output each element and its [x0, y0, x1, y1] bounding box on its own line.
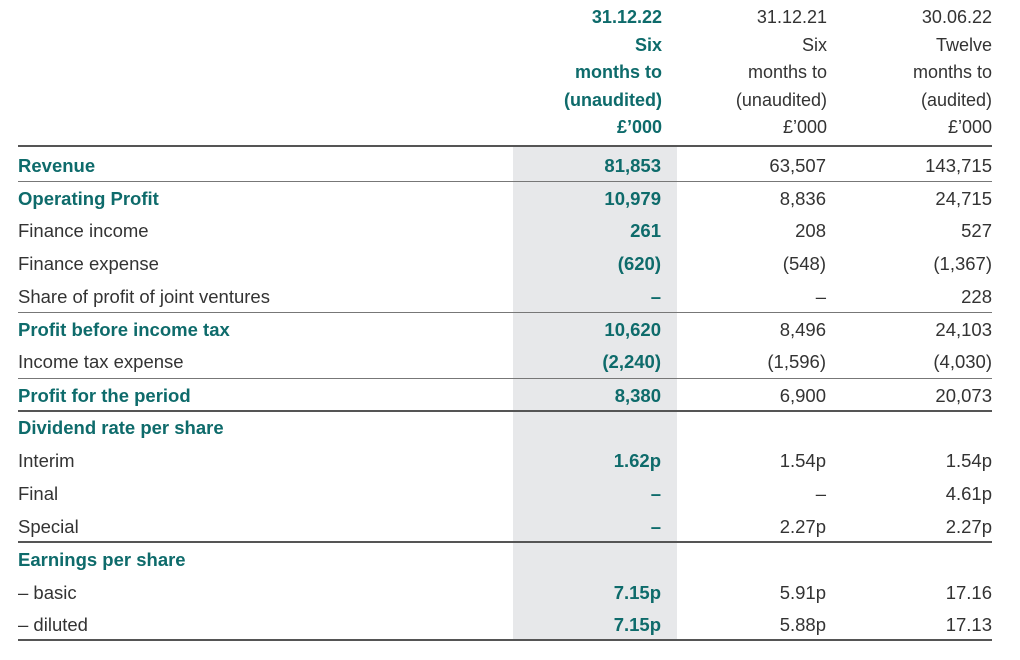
table-row: Income tax expense (2,240) (1,596) (4,03…: [18, 345, 992, 378]
column-unit: £’000: [782, 117, 827, 137]
value-current: 7.15p: [613, 582, 661, 603]
table-row: Profit for the period 8,380 6,900 20,073: [18, 379, 992, 412]
table-row: Finance expense (620) (548) (1,367): [18, 247, 992, 280]
header-rule: [18, 145, 992, 147]
column-date: 31.12.21: [756, 7, 827, 27]
value-prior: 8,836: [779, 188, 826, 209]
value-prior: (548): [782, 253, 826, 274]
value-prior: 1.54p: [779, 450, 826, 471]
row-label: Special: [18, 516, 79, 537]
value-full-year: 24,715: [935, 188, 992, 209]
row-label: Profit for the period: [18, 385, 191, 406]
value-full-year: 17.16: [945, 582, 992, 603]
column-period-suffix: months to: [575, 62, 662, 82]
column-period-suffix: months to: [747, 62, 827, 82]
value-prior: 8,496: [779, 319, 826, 340]
table-row: Finance income 261 208 527: [18, 214, 992, 247]
table-row: Share of profit of joint ventures – – 22…: [18, 280, 992, 313]
table-row: Interim 1.62p 1.54p 1.54p: [18, 444, 992, 477]
table-row: Final – – 4.61p: [18, 477, 992, 510]
value-current: –: [650, 516, 661, 537]
column-header-full-year: 30.06.22 Twelve months to (audited) £’00…: [832, 0, 992, 142]
value-prior: 208: [795, 220, 826, 241]
column-header-current-period: 31.12.22 Six months to (unaudited) £’000: [502, 0, 662, 142]
value-full-year: 527: [961, 220, 992, 241]
row-label: Final: [18, 483, 59, 504]
value-current: (620): [617, 253, 661, 274]
section-rule: [18, 541, 992, 543]
column-date: 31.12.22: [591, 7, 662, 27]
row-label: Profit before income tax: [18, 319, 230, 340]
value-full-year: 24,103: [935, 319, 992, 340]
value-prior: 5.88p: [779, 614, 826, 635]
section-heading-row: Earnings per share: [18, 543, 992, 576]
row-label: – diluted: [18, 614, 88, 635]
column-audit-status: (unaudited): [564, 89, 662, 110]
row-label: Interim: [18, 450, 75, 471]
table-row: Revenue 81,853 63,507 143,715: [18, 149, 992, 182]
current-period-highlight: [513, 147, 677, 640]
row-label: Finance income: [18, 220, 149, 241]
value-full-year: 20,073: [935, 385, 992, 406]
column-period-suffix: months to: [912, 62, 992, 82]
table-row: Profit before income tax 10,620 8,496 24…: [18, 313, 992, 346]
value-current: 8,380: [614, 385, 661, 406]
column-audit-status: (audited): [920, 89, 992, 110]
table-row: – basic 7.15p 5.91p 17.16: [18, 576, 992, 609]
value-prior: –: [815, 286, 826, 307]
row-label: Finance expense: [18, 253, 159, 274]
table-bottom-rule: [18, 639, 992, 641]
value-prior: –: [815, 483, 826, 504]
value-current: 1.62p: [613, 450, 661, 471]
value-current: –: [650, 286, 661, 307]
value-prior: 2.27p: [779, 516, 826, 537]
value-full-year: (1,367): [933, 253, 992, 274]
column-header-prior-period: 31.12.21 Six months to (unaudited) £’000: [667, 0, 827, 142]
column-period-length: Twelve: [935, 34, 992, 55]
value-full-year: 4.61p: [945, 483, 992, 504]
value-full-year: 228: [961, 286, 992, 307]
value-current: 81,853: [604, 155, 661, 176]
section-heading: Dividend rate per share: [18, 417, 224, 438]
row-rule: [18, 181, 992, 182]
value-prior: 63,507: [769, 155, 826, 176]
column-period-length: Six: [634, 34, 662, 55]
value-full-year: (4,030): [933, 351, 992, 372]
column-unit: £’000: [616, 117, 662, 137]
value-current: 10,620: [604, 319, 661, 340]
column-audit-status: (unaudited): [735, 89, 827, 110]
value-full-year: 143,715: [925, 155, 992, 176]
value-current: (2,240): [602, 351, 661, 372]
value-current: 261: [630, 220, 661, 241]
table-row: – diluted 7.15p 5.88p 17.13: [18, 608, 992, 641]
section-rule: [18, 410, 992, 412]
section-heading-row: Dividend rate per share: [18, 411, 992, 444]
column-date: 30.06.22: [921, 7, 992, 27]
row-label: Income tax expense: [18, 351, 184, 372]
row-label: – basic: [18, 582, 77, 603]
section-heading: Earnings per share: [18, 549, 186, 570]
row-label: Revenue: [18, 155, 96, 176]
value-full-year: 2.27p: [945, 516, 992, 537]
value-current: 10,979: [604, 188, 661, 209]
row-rule: [18, 378, 992, 379]
column-unit: £’000: [947, 117, 992, 137]
value-current: 7.15p: [613, 614, 661, 635]
row-rule: [18, 312, 992, 313]
table-row: Operating Profit 10,979 8,836 24,715: [18, 182, 992, 215]
row-label: Share of profit of joint ventures: [18, 286, 270, 307]
value-prior: 6,900: [779, 385, 826, 406]
value-full-year: 1.54p: [945, 450, 992, 471]
row-label: Operating Profit: [18, 188, 159, 209]
value-full-year: 17.13: [945, 614, 992, 635]
value-prior: (1,596): [767, 351, 826, 372]
value-current: –: [650, 483, 661, 504]
table-row: Special – 2.27p 2.27p: [18, 510, 992, 543]
value-prior: 5.91p: [779, 582, 826, 603]
column-period-length: Six: [801, 34, 827, 55]
